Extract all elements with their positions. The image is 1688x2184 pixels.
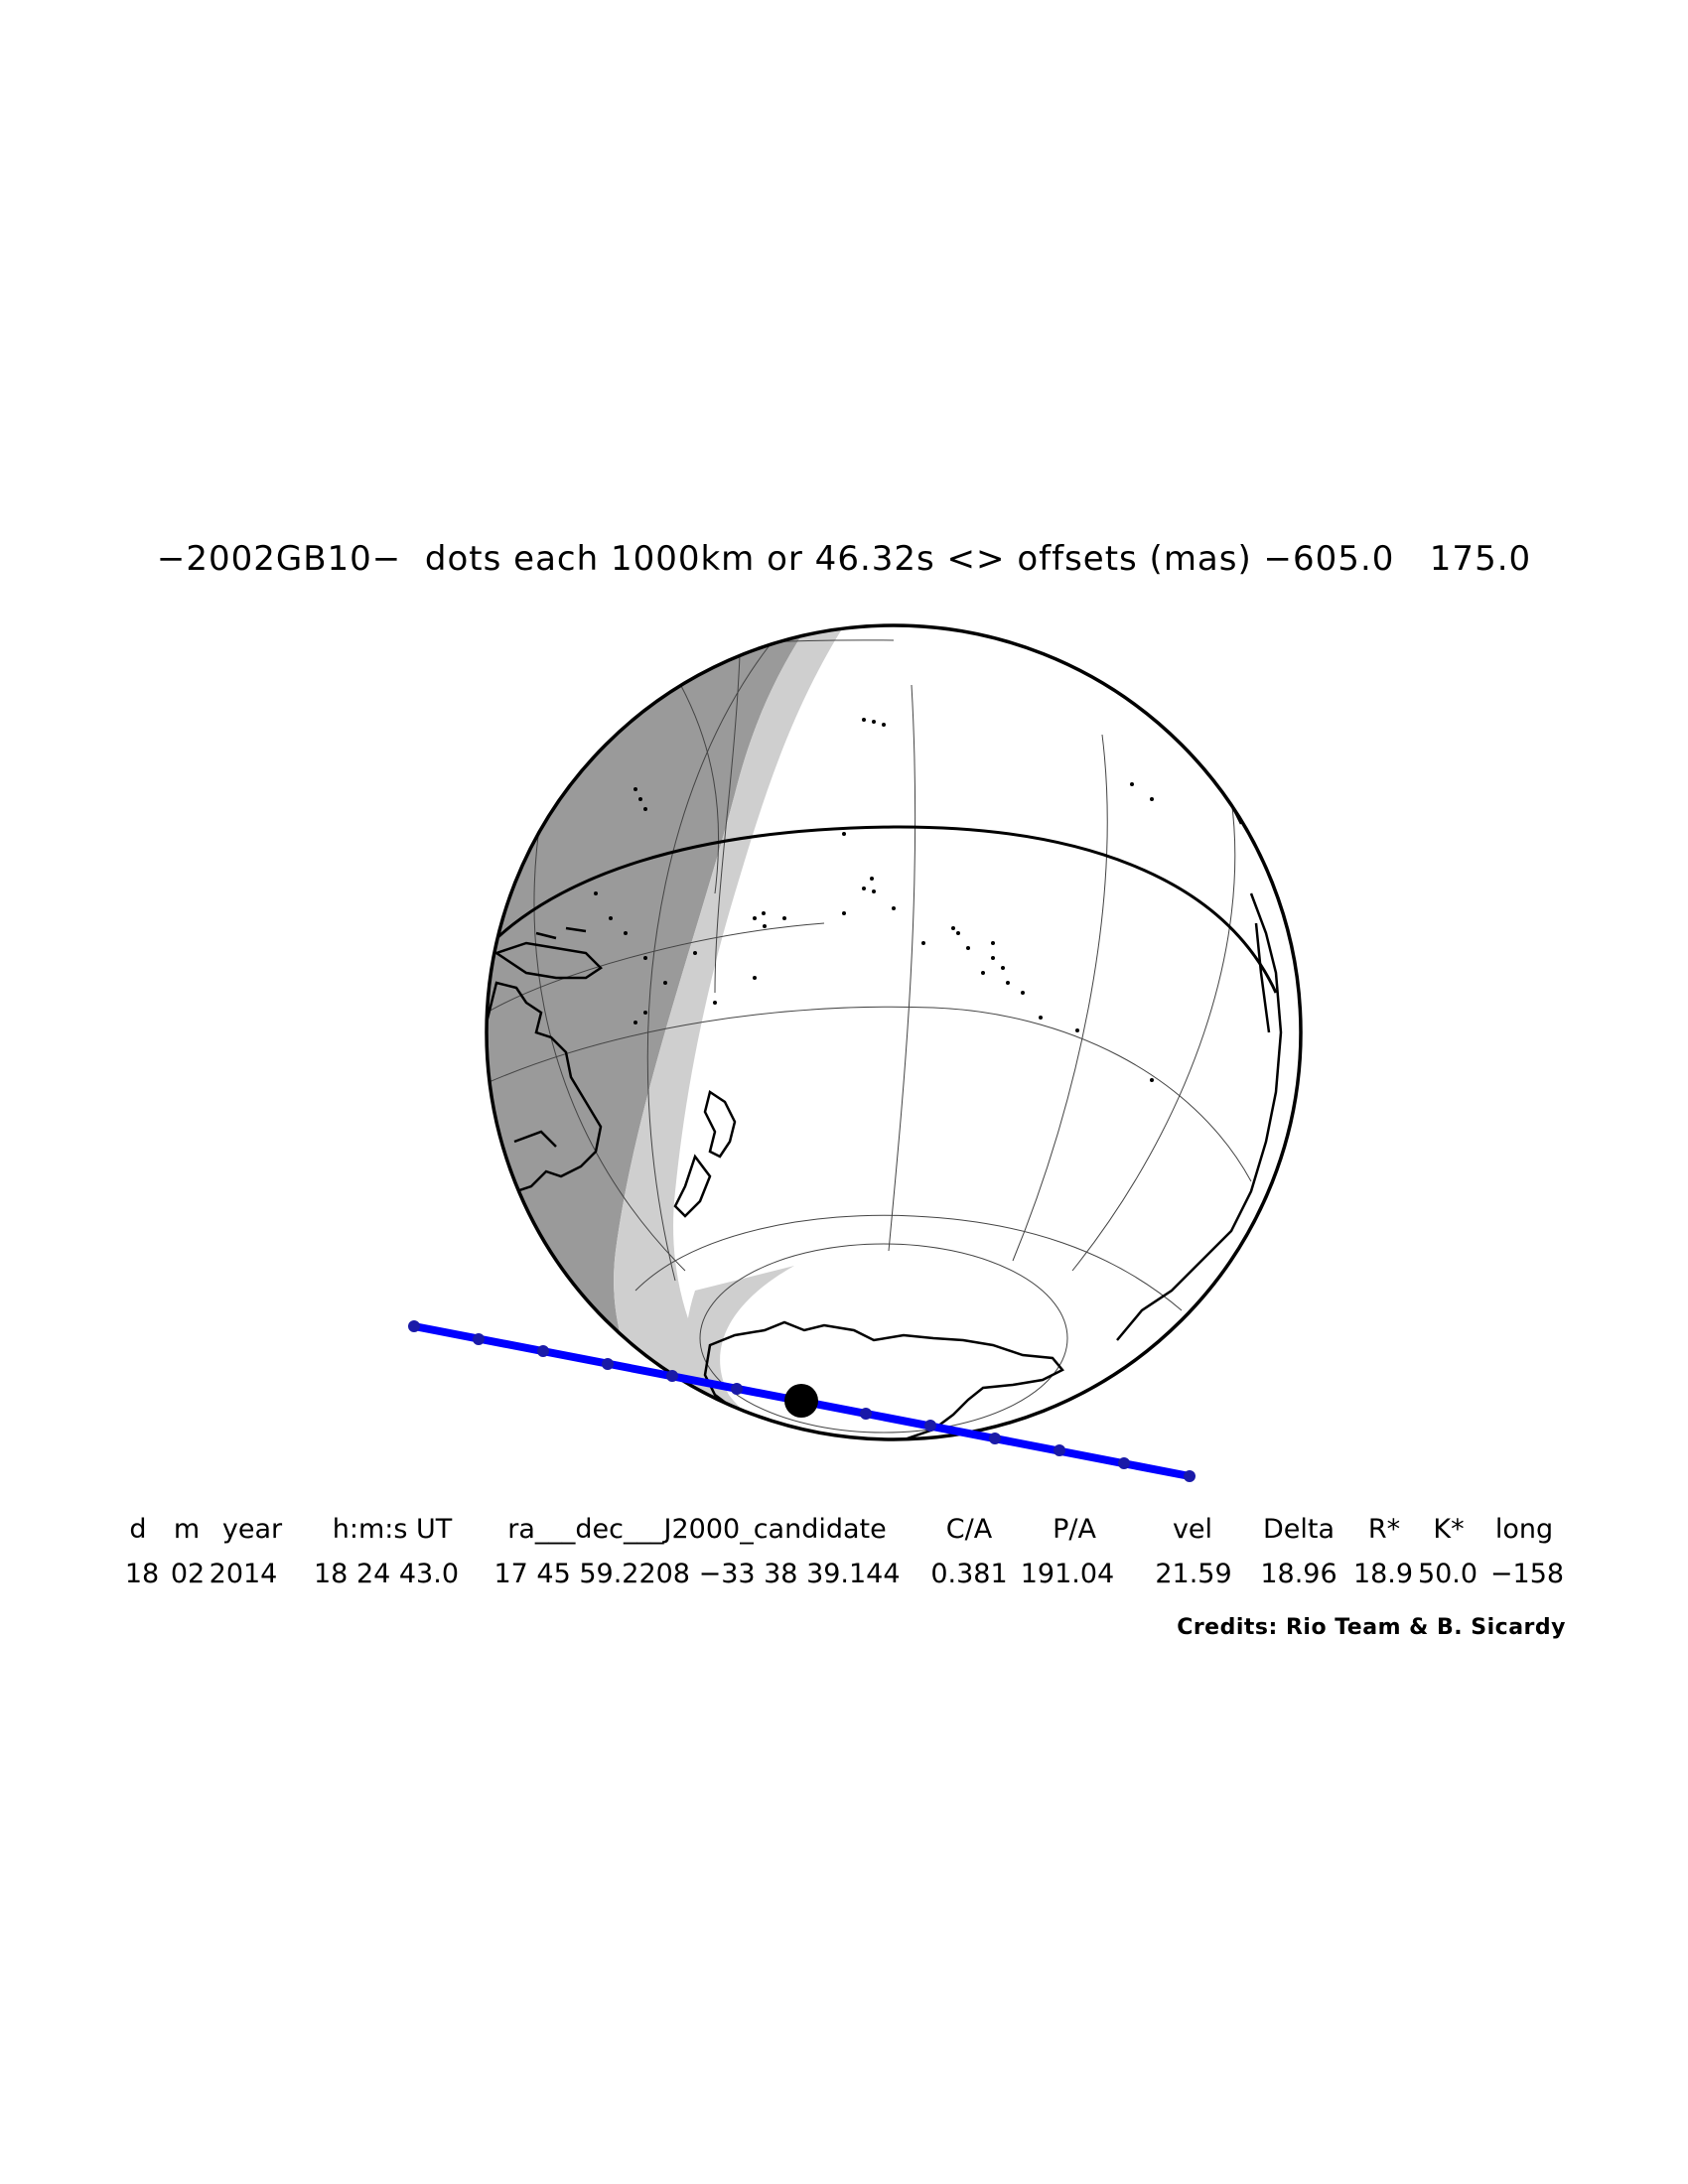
- pacific-islands: [594, 718, 1154, 1082]
- graticule: [487, 639, 1252, 1433]
- occultation-track: [408, 1320, 1196, 1482]
- value-m: 02: [170, 1559, 206, 1589]
- track-dot: [860, 1408, 872, 1420]
- value-ca: 0.381: [930, 1559, 1008, 1589]
- header-long: long: [1494, 1514, 1554, 1545]
- header-k-star: K*: [1433, 1514, 1465, 1545]
- header-m: m: [173, 1514, 201, 1545]
- value-vel: 21.59: [1155, 1559, 1232, 1589]
- header-vel: vel: [1172, 1514, 1213, 1545]
- track-dot: [924, 1420, 936, 1432]
- track-dot: [1054, 1444, 1065, 1456]
- header-radec: ra___dec___J2000_candidate: [507, 1514, 887, 1545]
- track-dot: [408, 1320, 420, 1332]
- header-time: h:m:s UT: [332, 1514, 453, 1545]
- track-dot: [1118, 1457, 1130, 1469]
- value-long: −158: [1489, 1559, 1565, 1589]
- value-pa: 191.04: [1020, 1559, 1115, 1589]
- header-delta: Delta: [1262, 1514, 1336, 1545]
- header-pa: P/A: [1053, 1514, 1096, 1545]
- header-r-star: R*: [1367, 1514, 1401, 1545]
- track-dot: [537, 1345, 549, 1357]
- value-time: 18 24 43.0: [314, 1559, 459, 1589]
- occultation-shadow-icon: [784, 1384, 818, 1418]
- value-radec: 17 45 59.2208 −33 38 39.144: [493, 1559, 901, 1589]
- value-year: 2014: [209, 1559, 278, 1589]
- track-dot: [989, 1433, 1001, 1444]
- chart-title: −2002GB10− dots each 1000km or 46.32s <>…: [156, 539, 1532, 579]
- header-year: year: [221, 1514, 283, 1545]
- track-dot: [602, 1358, 614, 1370]
- value-r-star: 18.9: [1352, 1559, 1414, 1589]
- track-dot: [1184, 1470, 1196, 1482]
- track-dot: [666, 1370, 678, 1382]
- value-k-star: 50.0: [1417, 1559, 1478, 1589]
- header-ca: C/A: [945, 1514, 993, 1545]
- header-d: d: [129, 1514, 147, 1545]
- credits-text: Credits: Rio Team & B. Sicardy: [1177, 1615, 1566, 1640]
- earth-globe-icon: [485, 623, 1303, 1441]
- value-d: 18: [124, 1559, 160, 1589]
- track-dot: [473, 1333, 485, 1345]
- value-delta: 18.96: [1260, 1559, 1337, 1589]
- track-dot: [731, 1383, 743, 1395]
- equator: [487, 825, 1278, 994]
